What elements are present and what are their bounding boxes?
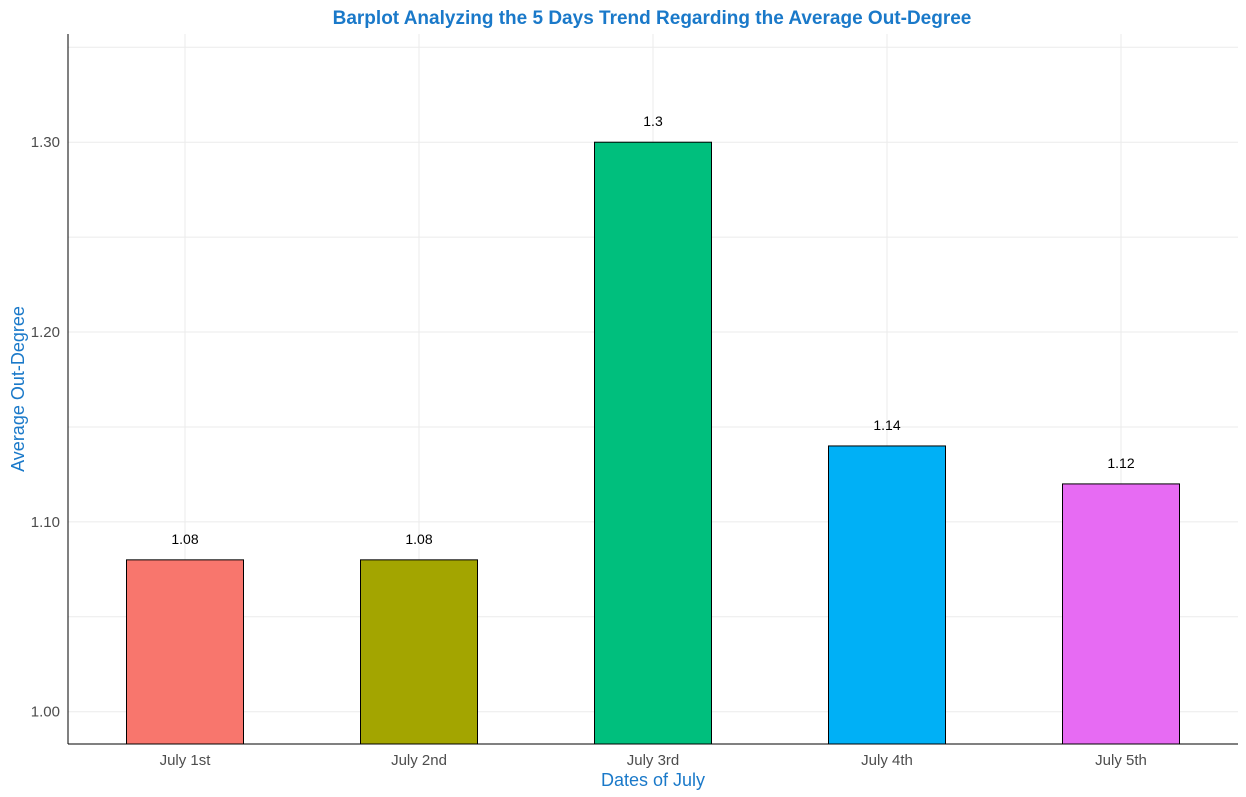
- bars: [126, 141, 1180, 745]
- x-tick-label: July 4th: [861, 752, 913, 769]
- y-axis-title: Average Out-Degree: [8, 306, 28, 472]
- bar: [828, 445, 946, 745]
- data-label: 1.08: [405, 531, 432, 547]
- bar: [360, 559, 478, 745]
- x-axis-title: Dates of July: [601, 770, 705, 790]
- bar: [126, 559, 244, 745]
- data-label: 1.3: [643, 113, 663, 129]
- data-label: 1.08: [171, 531, 198, 547]
- x-tick-label: July 1st: [160, 752, 212, 769]
- axes: 1.00 1.10 1.20 1.30 July 1st July 2nd July 3rd…: [31, 34, 1238, 769]
- x-tick-label: July 5th: [1095, 752, 1147, 769]
- x-tick-label: July 2nd: [391, 752, 447, 769]
- data-labels: 1.08 1.08 1.3 1.14 1.12: [171, 113, 1134, 547]
- x-tick-label: July 3rd: [627, 752, 680, 769]
- data-label: 1.12: [1107, 455, 1134, 471]
- y-tick-label: 1.20: [31, 324, 60, 341]
- chart-title: Barplot Analyzing the 5 Days Trend Regar…: [333, 8, 972, 29]
- y-tick-label: 1.10: [31, 514, 60, 531]
- data-label: 1.14: [873, 417, 900, 433]
- bar: [1062, 483, 1180, 745]
- bar: [594, 141, 712, 745]
- y-tick-label: 1.30: [31, 134, 60, 151]
- y-tick-label: 1.00: [31, 704, 60, 721]
